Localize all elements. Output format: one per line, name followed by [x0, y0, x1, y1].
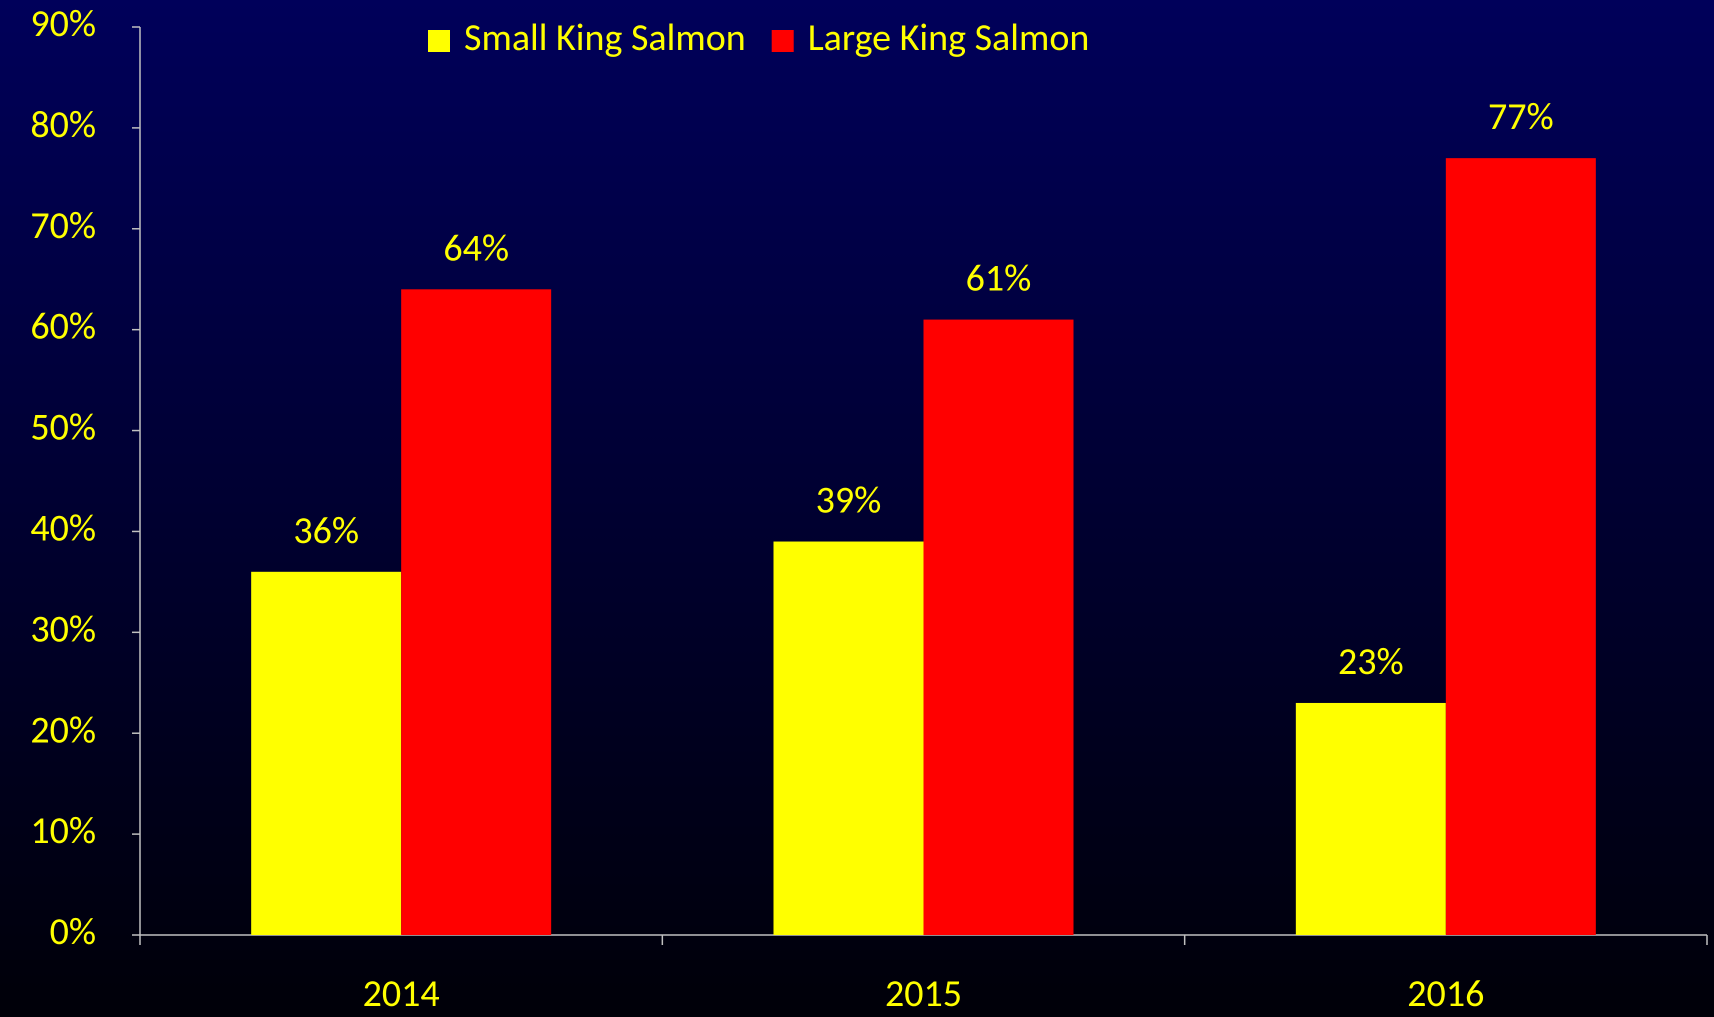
- data-label: 36%: [293, 508, 359, 554]
- bar: [401, 289, 552, 935]
- y-tick-label: 0%: [50, 909, 96, 955]
- legend-label: Large King Salmon: [808, 15, 1090, 61]
- data-label: 39%: [816, 478, 882, 524]
- bar: [923, 319, 1074, 936]
- bar: [1295, 702, 1446, 935]
- bar: [1445, 158, 1596, 936]
- data-label: 61%: [966, 256, 1032, 302]
- data-label: 64%: [443, 225, 509, 271]
- y-tick-label: 10%: [30, 808, 96, 854]
- data-label: 77%: [1488, 94, 1554, 140]
- y-tick-label: 20%: [30, 707, 96, 753]
- legend-swatch: [771, 30, 794, 52]
- x-tick-label: 2016: [1407, 971, 1484, 1017]
- y-tick-label: 60%: [30, 304, 96, 350]
- y-tick-label: 30%: [30, 606, 96, 652]
- y-tick-label: 80%: [30, 102, 96, 148]
- x-tick-label: 2014: [363, 971, 440, 1017]
- y-tick-label: 70%: [30, 203, 96, 249]
- bar: [773, 541, 924, 935]
- x-tick-label: 2015: [885, 971, 962, 1017]
- legend-label: Small King Salmon: [464, 15, 746, 61]
- y-tick-label: 40%: [30, 506, 96, 552]
- data-label: 23%: [1338, 639, 1404, 685]
- legend-swatch: [428, 30, 450, 52]
- bar: [251, 571, 402, 935]
- y-tick-label: 90%: [30, 1, 96, 47]
- y-tick-label: 50%: [30, 405, 96, 451]
